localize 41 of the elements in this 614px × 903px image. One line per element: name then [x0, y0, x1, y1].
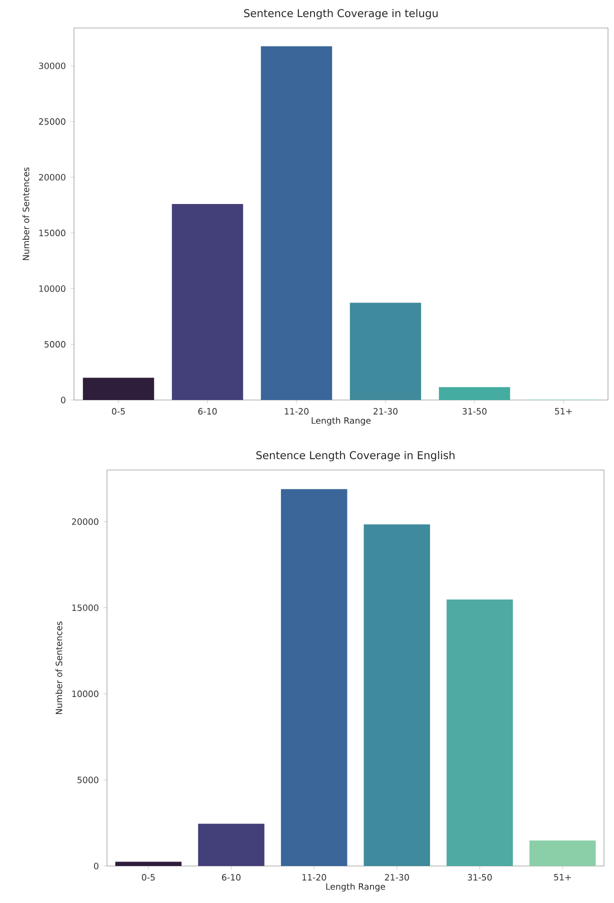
y-tick-label: 15000: [72, 604, 98, 612]
bar: [529, 840, 596, 866]
x-tick-label: 11-20: [302, 874, 326, 881]
x-tick-label: 0-5: [142, 874, 155, 881]
x-tick-label: 11-20: [284, 408, 309, 415]
bar: [115, 862, 182, 866]
bar: [438, 387, 510, 400]
y-axis-title: Number of Sentences: [56, 622, 62, 714]
bar: [172, 204, 244, 400]
y-tick-label: 25000: [39, 118, 66, 125]
x-tick-label: 51+: [555, 408, 572, 414]
y-tick-label: 30000: [39, 62, 66, 70]
x-tick-label: 21-30: [374, 408, 398, 415]
y-axis-title: Number of Sentences: [22, 168, 30, 260]
y-tick-label: 5000: [44, 341, 66, 348]
bar: [82, 378, 154, 400]
y-tick-label: 5000: [78, 776, 98, 784]
x-tick-label: 6-10: [198, 408, 217, 415]
x-axis-title: Length Range: [326, 883, 386, 892]
bar: [364, 524, 430, 866]
x-tick-label: 6-10: [222, 874, 241, 881]
y-tick-label: 10000: [72, 690, 98, 698]
x-tick-label: 51+: [554, 874, 571, 880]
bar: [198, 824, 264, 866]
y-tick-label: 15000: [39, 230, 66, 236]
y-tick-label: 0: [94, 862, 98, 870]
bar: [350, 302, 422, 400]
y-tick-label: 0: [61, 396, 66, 404]
y-tick-label: 10000: [39, 285, 66, 292]
y-tick-label: 20000: [39, 174, 66, 181]
bar: [280, 489, 348, 866]
y-tick-label: 20000: [72, 518, 98, 525]
x-axis-title: Length Range: [312, 417, 371, 426]
x-tick-label: 0-5: [112, 408, 125, 415]
x-tick-label: 21-30: [384, 874, 409, 881]
chart-title: Sentence Length Coverage in English: [256, 450, 454, 462]
bar: [446, 599, 513, 866]
x-tick-label: 31-50: [462, 408, 487, 415]
chart-title: Sentence Length Coverage in telugu: [244, 8, 438, 20]
x-tick-label: 31-50: [468, 874, 492, 881]
bar: [260, 46, 332, 400]
